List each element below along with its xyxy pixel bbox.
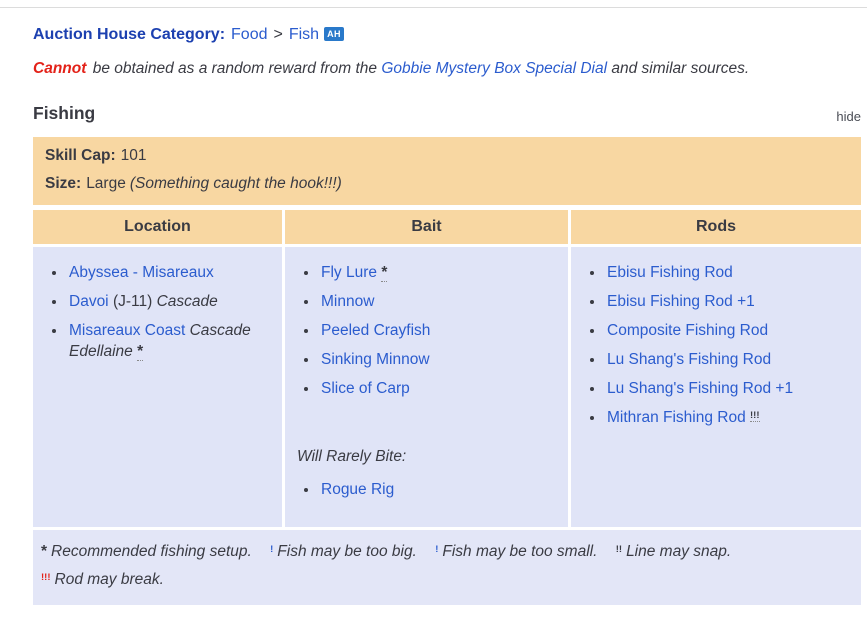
- legend-row: * Recommended fishing setup. ! Fish may be…: [33, 529, 861, 605]
- bait-cell: Fly Lure * Minnow Peeled Crayfish Sinking M…: [285, 247, 568, 527]
- list-item: Fly Lure *: [319, 263, 556, 284]
- text-segment: Cascade Edellaine: [69, 321, 251, 360]
- wiki-link[interactable]: Sinking Minnow: [321, 350, 430, 368]
- size-note: (Something caught the hook!!!): [129, 175, 342, 192]
- rarely-bite-label: Will Rarely Bite:: [297, 447, 407, 465]
- size-value: Large: [86, 175, 126, 192]
- gobbie-mystery-box-link[interactable]: Gobbie Mystery Box Special Dial: [381, 60, 608, 77]
- location-cell: Abyssea - Misareaux Davoi (J-11) Cascade M…: [33, 247, 282, 527]
- skill-cap-value: 101: [120, 147, 147, 164]
- legend-marker: !: [270, 543, 274, 555]
- legend-item: !!! Rod may break.: [41, 571, 164, 588]
- list-item: Davoi (J-11) Cascade: [67, 292, 270, 313]
- wiki-link[interactable]: Mithran Fishing Rod: [607, 408, 746, 426]
- wiki-link[interactable]: Lu Shang's Fishing Rod: [607, 350, 772, 368]
- tooltip-marker: *: [137, 342, 144, 361]
- auction-house-category-line: Auction House Category: Food > Fish AH: [33, 26, 861, 44]
- legend-marker: !!!: [41, 572, 51, 584]
- wiki-link[interactable]: Davoi: [69, 292, 109, 310]
- mystery-box-note: Cannot be obtained as a random reward fr…: [33, 60, 861, 78]
- size-label: Size:: [45, 175, 82, 192]
- auction-house-category-label: Auction House Category:: [33, 26, 226, 43]
- list-item: Slice of Carp: [319, 379, 556, 400]
- list-item: Abyssea - Misareaux: [67, 263, 270, 284]
- list-item: Minnow: [319, 292, 556, 313]
- category-link-food[interactable]: Food: [231, 26, 268, 43]
- wiki-link[interactable]: Fly Lure: [321, 264, 377, 281]
- legend-marker: !!: [615, 543, 623, 555]
- ah-badge-icon[interactable]: AH: [324, 27, 344, 41]
- tooltip-marker: *: [381, 264, 388, 282]
- column-header-location: Location: [33, 210, 282, 244]
- wiki-link[interactable]: Ebisu Fishing Rod +1: [607, 292, 755, 310]
- fishing-info-box: Skill Cap: 101 Size: Large (Something caugh…: [33, 137, 861, 205]
- list-item: Mithran Fishing Rod !!!: [605, 408, 849, 429]
- skill-cap-label: Skill Cap:: [45, 147, 116, 164]
- list-item: Lu Shang's Fishing Rod: [605, 350, 849, 371]
- legend-text: Rod may break.: [54, 571, 164, 589]
- list-item: Ebisu Fishing Rod +1: [605, 292, 849, 313]
- text-segment: (J-11): [108, 292, 157, 310]
- wiki-link[interactable]: Peeled Crayfish: [321, 321, 431, 339]
- bait-list: Fly Lure * Minnow Peeled Crayfish Sinking M…: [297, 263, 556, 400]
- rare-bait-list: Rogue Rig: [297, 480, 556, 501]
- section-title: Fishing: [33, 103, 96, 123]
- note-text-tail: and similar sources.: [607, 60, 750, 77]
- list-item: Misareaux Coast Cascade Edellaine *: [67, 321, 270, 363]
- note-text: be obtained as a random reward from the: [88, 60, 382, 77]
- page-root: Auction House Category: Food > Fish AH Canno…: [0, 7, 867, 605]
- category-link-fish[interactable]: Fish: [288, 26, 320, 43]
- rods-list: Ebisu Fishing Rod Ebisu Fishing Rod +1 Com…: [583, 263, 849, 429]
- legend-marker: *: [41, 542, 48, 560]
- wiki-link[interactable]: Ebisu Fishing Rod: [607, 264, 733, 281]
- legend-text: Fish may be too big.: [277, 542, 417, 560]
- rods-cell: Ebisu Fishing Rod Ebisu Fishing Rod +1 Com…: [571, 247, 861, 527]
- list-item: Ebisu Fishing Rod: [605, 263, 849, 284]
- wiki-link[interactable]: Lu Shang's Fishing Rod +1: [607, 379, 794, 397]
- legend-text: Recommended fishing setup.: [51, 542, 252, 560]
- legend-item: * Recommended fishing setup.: [41, 543, 252, 560]
- text-segment: Cascade: [156, 292, 218, 310]
- cannot-emphasis: Cannot: [33, 60, 87, 77]
- list-item: Peeled Crayfish: [319, 321, 556, 342]
- category-separator: >: [273, 26, 283, 43]
- column-header-bait: Bait: [285, 210, 568, 244]
- wiki-link[interactable]: Misareaux Coast: [69, 321, 186, 339]
- legend-marker: !: [435, 543, 439, 555]
- skill-cap-line: Skill Cap: 101: [45, 142, 849, 170]
- list-item: Rogue Rig: [319, 480, 556, 501]
- legend-text: Line may snap.: [626, 542, 732, 560]
- wiki-link[interactable]: Minnow: [321, 292, 375, 310]
- list-item: Sinking Minnow: [319, 350, 556, 371]
- wiki-link[interactable]: Slice of Carp: [321, 379, 410, 397]
- hide-toggle[interactable]: hide: [836, 109, 861, 124]
- fishing-table: Location Bait Rods Abyssea - Misareaux Da…: [33, 210, 861, 605]
- wiki-link[interactable]: Composite Fishing Rod: [607, 321, 769, 339]
- fishing-section-header: Fishing hide: [33, 103, 861, 124]
- content-area: Auction House Category: Food > Fish AH Canno…: [33, 26, 861, 605]
- list-item: Lu Shang's Fishing Rod +1: [605, 379, 849, 400]
- top-divider: [0, 7, 867, 8]
- wiki-link[interactable]: Abyssea - Misareaux: [69, 264, 214, 281]
- column-header-rods: Rods: [571, 210, 861, 244]
- tooltip-marker: !!!: [750, 409, 760, 422]
- legend-item: ! Fish may be too small.: [435, 543, 597, 560]
- size-line: Size: Large (Something caught the hook!!!): [45, 170, 849, 198]
- legend-item: !! Line may snap.: [616, 543, 731, 560]
- wiki-link[interactable]: Rogue Rig: [321, 480, 395, 498]
- list-item: Composite Fishing Rod: [605, 321, 849, 342]
- location-list: Abyssea - Misareaux Davoi (J-11) Cascade M…: [45, 263, 270, 363]
- legend-text: Fish may be too small.: [442, 542, 598, 560]
- legend-item: ! Fish may be too big.: [270, 543, 417, 560]
